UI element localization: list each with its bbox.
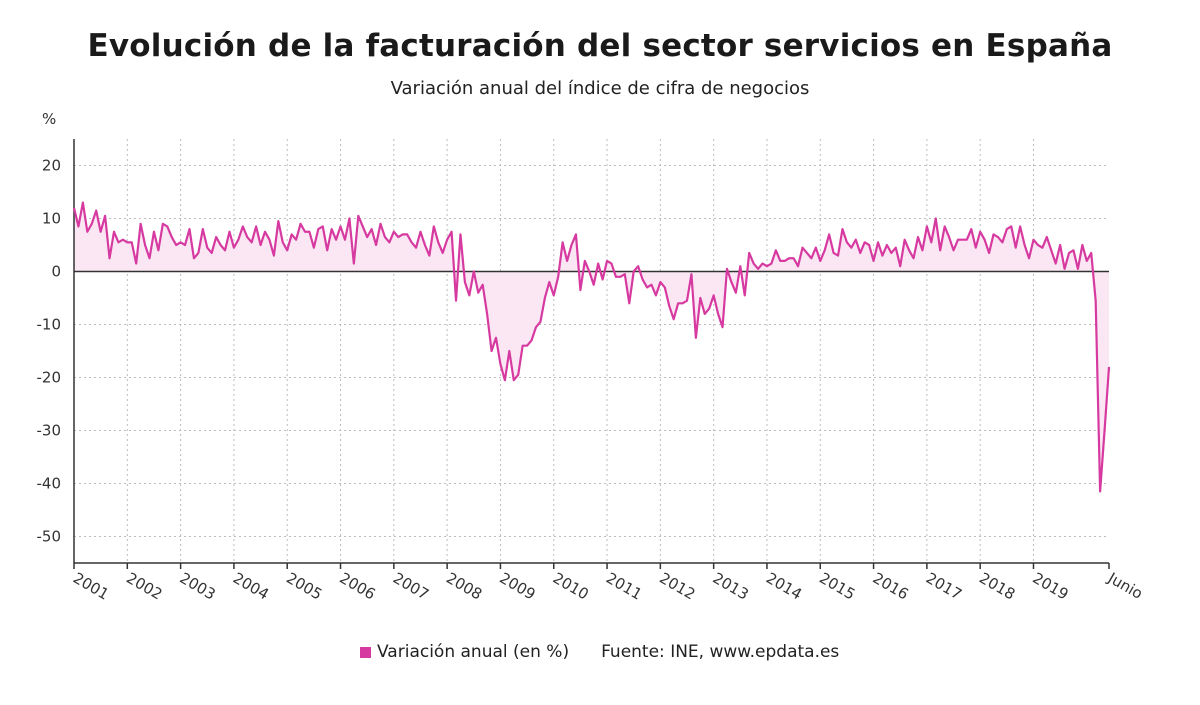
series-line <box>72 201 1111 493</box>
x-tick-labels: 2001 2002 2003 2004 2005 2006 2007 2008 2009 2010… <box>70 568 1146 603</box>
legend-series-label: Variación anual (en %) <box>377 642 570 662</box>
x-tick-label: 2013 <box>710 569 752 604</box>
y-tick-labels: 20 10 0 -10 -20 -30 -40 -50 <box>37 157 62 546</box>
source-note: Fuente: INE, www.epdata.es <box>601 642 840 662</box>
x-tick-label: 2009 <box>496 569 538 604</box>
legend-swatch <box>360 646 371 658</box>
x-tick-label: 2008 <box>443 569 485 604</box>
x-tick-label: 2018 <box>976 569 1018 604</box>
x-tick-label: 2003 <box>177 569 219 604</box>
x-tick-label: 2014 <box>763 569 805 604</box>
y-tick-label: 10 <box>42 210 61 228</box>
x-tick-label: 2012 <box>656 569 698 604</box>
x-tick-label: 2016 <box>870 569 912 604</box>
x-tick-label: 2005 <box>283 569 325 604</box>
x-tick-label: 2010 <box>550 569 592 604</box>
y-axis-unit-label: % <box>42 110 56 128</box>
x-axis-ticks <box>73 563 1110 569</box>
x-tick-label: Junio <box>1104 568 1146 602</box>
chart-title: Evolución de la facturación del sector s… <box>87 28 1113 64</box>
x-tick-label: 2015 <box>816 569 858 604</box>
y-tick-label: -50 <box>37 528 62 546</box>
x-tick-label: 2006 <box>337 569 379 604</box>
x-tick-label: 2002 <box>123 569 165 604</box>
y-tick-label: 20 <box>42 157 61 175</box>
legend: Variación anual (en %) Fuente: INE, www.… <box>360 642 839 662</box>
x-tick-label: 2001 <box>70 569 112 604</box>
chart-subtitle: Variación anual del índice de cifra de n… <box>390 78 810 99</box>
x-tick-label: 2004 <box>230 569 272 604</box>
x-tick-label: 2017 <box>923 569 965 604</box>
y-tick-label: 0 <box>51 263 61 281</box>
x-tick-label: 2007 <box>390 569 432 604</box>
y-tick-label: -20 <box>37 369 62 387</box>
series-area <box>74 202 1109 492</box>
y-tick-label: -40 <box>37 475 62 493</box>
x-tick-label: 2011 <box>603 569 645 604</box>
y-tick-label: -30 <box>37 422 62 440</box>
x-tick-label: 2019 <box>1029 569 1071 604</box>
grid-lines <box>74 139 1109 563</box>
y-tick-label: -10 <box>37 316 62 334</box>
